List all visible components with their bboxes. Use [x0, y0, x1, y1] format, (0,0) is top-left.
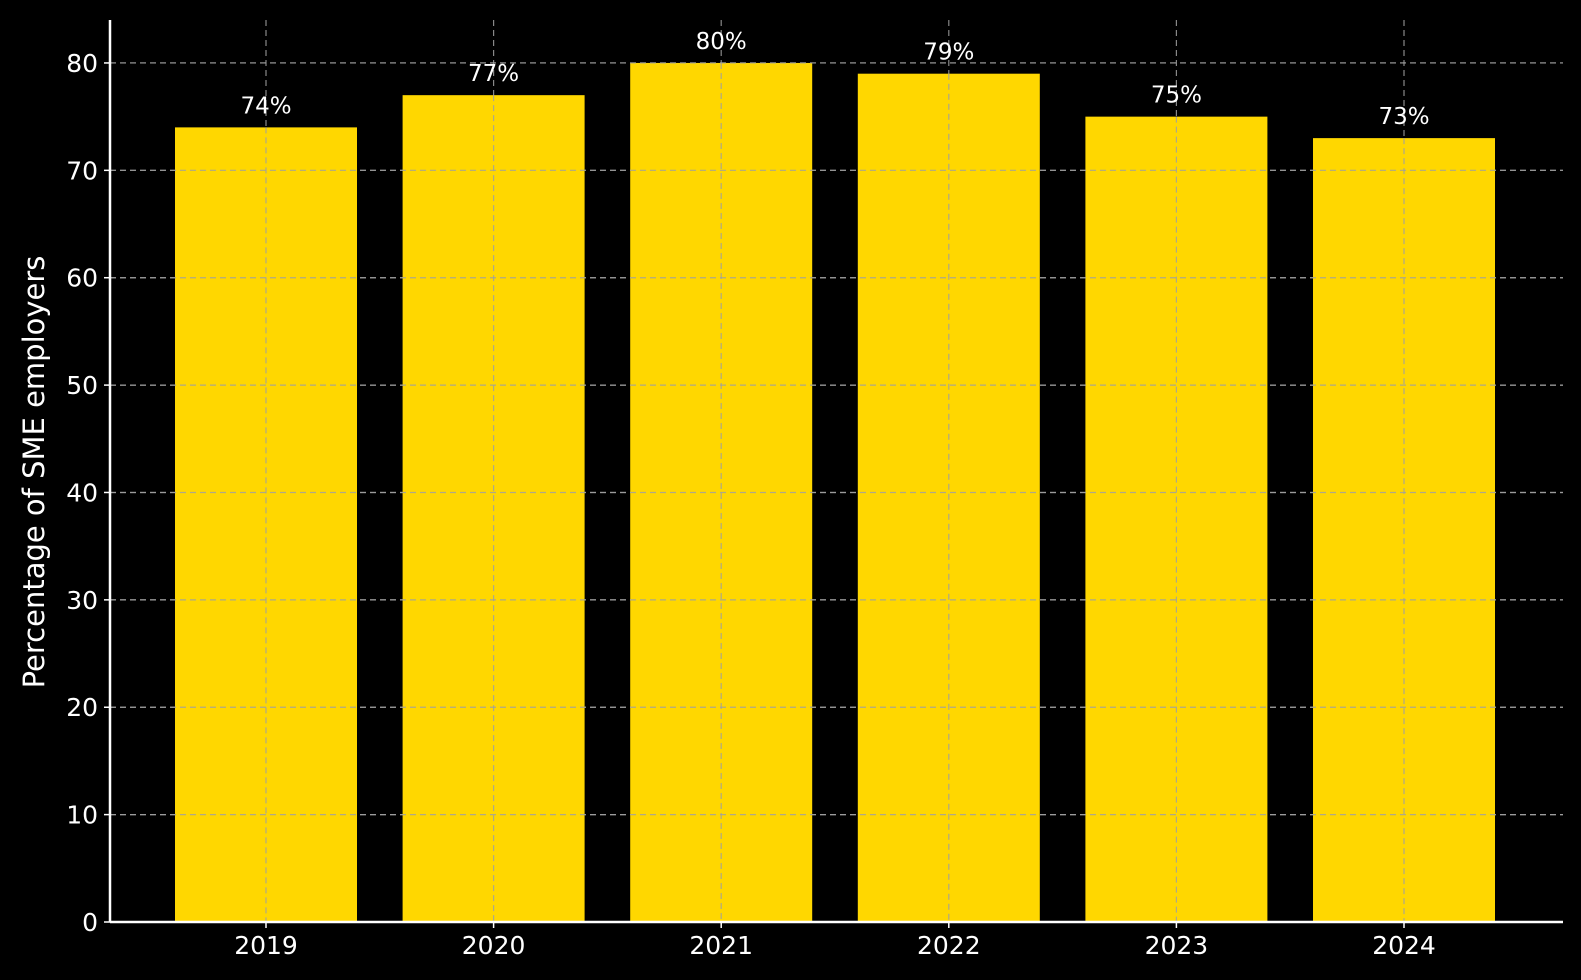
y-tick-label-80: 80 [66, 49, 98, 78]
data-label-2023: 75% [1151, 83, 1202, 109]
y-tick-label-70: 70 [66, 156, 98, 185]
data-label-2024: 73% [1378, 104, 1429, 130]
x-tick-label-2020: 2020 [462, 931, 526, 960]
y-tick-label-0: 0 [82, 908, 98, 937]
y-tick-label-10: 10 [66, 801, 98, 830]
data-label-2020: 77% [468, 61, 519, 87]
bars [110, 62, 1563, 923]
data-label-2022: 79% [923, 40, 974, 66]
x-tick-label-2024: 2024 [1372, 931, 1436, 960]
axes: 0 10 20 30 40 50 60 70 80 2019 2020 2021 2022 2023 202… [66, 20, 1563, 960]
y-tick-label-20: 20 [66, 693, 98, 722]
x-tick-label-2022: 2022 [917, 931, 981, 960]
y-tick-label-40: 40 [66, 478, 98, 507]
data-labels: 74% 77% 80% 79% 75% 73% [240, 29, 1429, 130]
data-label-2021: 80% [696, 29, 747, 55]
y-tick-label-60: 60 [66, 264, 98, 293]
x-tick-label-2021: 2021 [689, 931, 753, 960]
y-tick-label-30: 30 [66, 586, 98, 615]
y-tick-label-50: 50 [66, 371, 98, 400]
data-label-2019: 74% [240, 93, 291, 119]
x-tick-label-2019: 2019 [234, 931, 298, 960]
y-axis-title: Percentage of SME employers [17, 256, 51, 689]
x-tick-label-2023: 2023 [1145, 931, 1209, 960]
